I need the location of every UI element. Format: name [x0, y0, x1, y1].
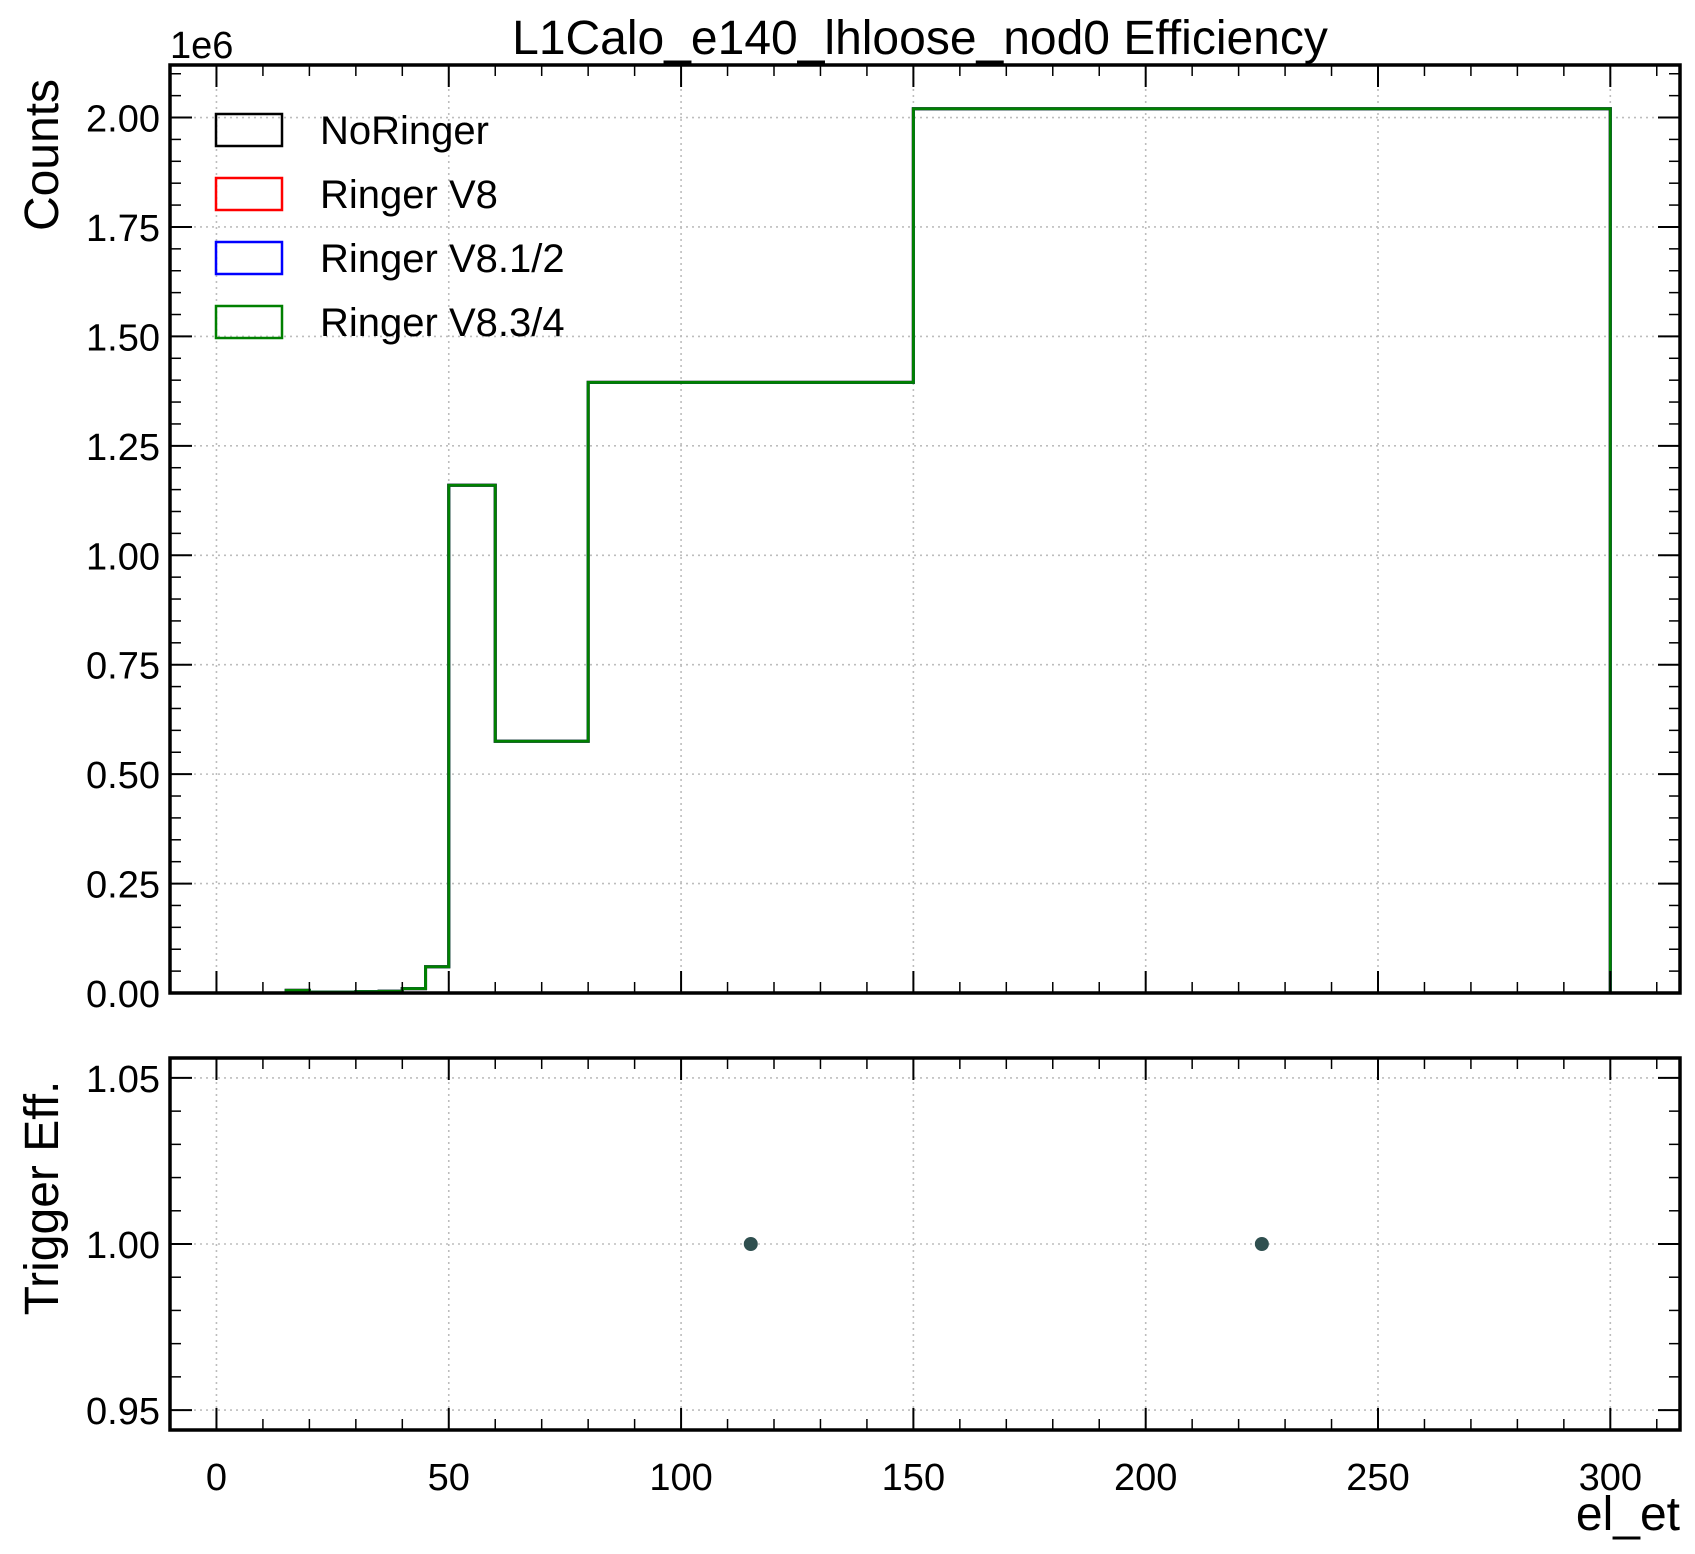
x-tick-label: 150 — [882, 1457, 945, 1499]
counts-y-tick-label: 0.00 — [86, 974, 160, 1016]
efficiency-panel: 0 50 100 150 200 250 300 0.95 1.00 1.05 — [86, 1056, 1682, 1499]
efficiency-points — [743, 1237, 1269, 1251]
top-ylabel: Counts — [16, 79, 69, 231]
chart-title: L1Calo_e140_lhloose_nod0 Efficiency — [512, 12, 1328, 65]
x-tick-label: 100 — [649, 1457, 712, 1499]
efficiency-tick-labels: 0 50 100 150 200 250 300 0.95 1.00 1.05 — [86, 1059, 1642, 1499]
legend-swatch — [214, 304, 284, 340]
legend-swatch — [214, 240, 284, 276]
counts-y-tick-label: 1.00 — [86, 536, 160, 578]
legend-label: Ringer V8.1/2 — [320, 237, 565, 281]
legend-label: Ringer V8.3/4 — [320, 301, 565, 345]
counts-y-tick-label: 0.50 — [86, 755, 160, 797]
legend-label: Ringer V8 — [320, 173, 498, 217]
counts-y-tick-label: 1.25 — [86, 427, 160, 469]
x-tick-label: 250 — [1346, 1457, 1409, 1499]
efficiency-point — [1254, 1237, 1269, 1251]
legend-swatch — [214, 176, 284, 212]
counts-frame — [168, 63, 1682, 995]
y-offset-label: 1e6 — [170, 25, 233, 67]
bottom-ylabel: Trigger Eff. — [16, 1081, 69, 1316]
legend: NoRinger Ringer V8 Ringer V8.1/2 Ringer V8.… — [214, 109, 565, 345]
x-axis-label: el_et — [1576, 1488, 1680, 1541]
counts-y-tick-label: 2.00 — [86, 99, 160, 141]
legend-label: NoRinger — [320, 109, 489, 153]
efficiency-y-tick-label: 0.95 — [86, 1391, 160, 1433]
efficiency-frame — [168, 1056, 1682, 1432]
counts-tick-labels: 0.00 0.25 0.50 0.75 1.00 1.25 1.50 1.75 2.00 — [86, 99, 160, 1016]
x-tick-label: 0 — [206, 1457, 227, 1499]
efficiency-y-tick-label: 1.00 — [86, 1225, 160, 1267]
efficiency-grid — [170, 1058, 1680, 1430]
legend-swatch — [214, 112, 284, 148]
counts-y-tick-label: 1.50 — [86, 317, 160, 359]
efficiency-point — [743, 1237, 758, 1251]
counts-y-tick-label: 1.75 — [86, 208, 160, 250]
x-tick-label: 300 — [1579, 1457, 1642, 1499]
counts-y-tick-label: 0.75 — [86, 646, 160, 688]
efficiency-y-tick-label: 1.05 — [86, 1059, 160, 1101]
counts-ticks — [169, 65, 1680, 994]
x-tick-label: 200 — [1114, 1457, 1177, 1499]
counts-y-tick-label: 0.25 — [86, 865, 160, 907]
x-tick-label: 50 — [428, 1457, 470, 1499]
efficiency-ticks — [169, 1058, 1680, 1430]
counts-panel: 0.00 0.25 0.50 0.75 1.00 1.25 1.50 1.75 2.00 — [86, 63, 1682, 1016]
